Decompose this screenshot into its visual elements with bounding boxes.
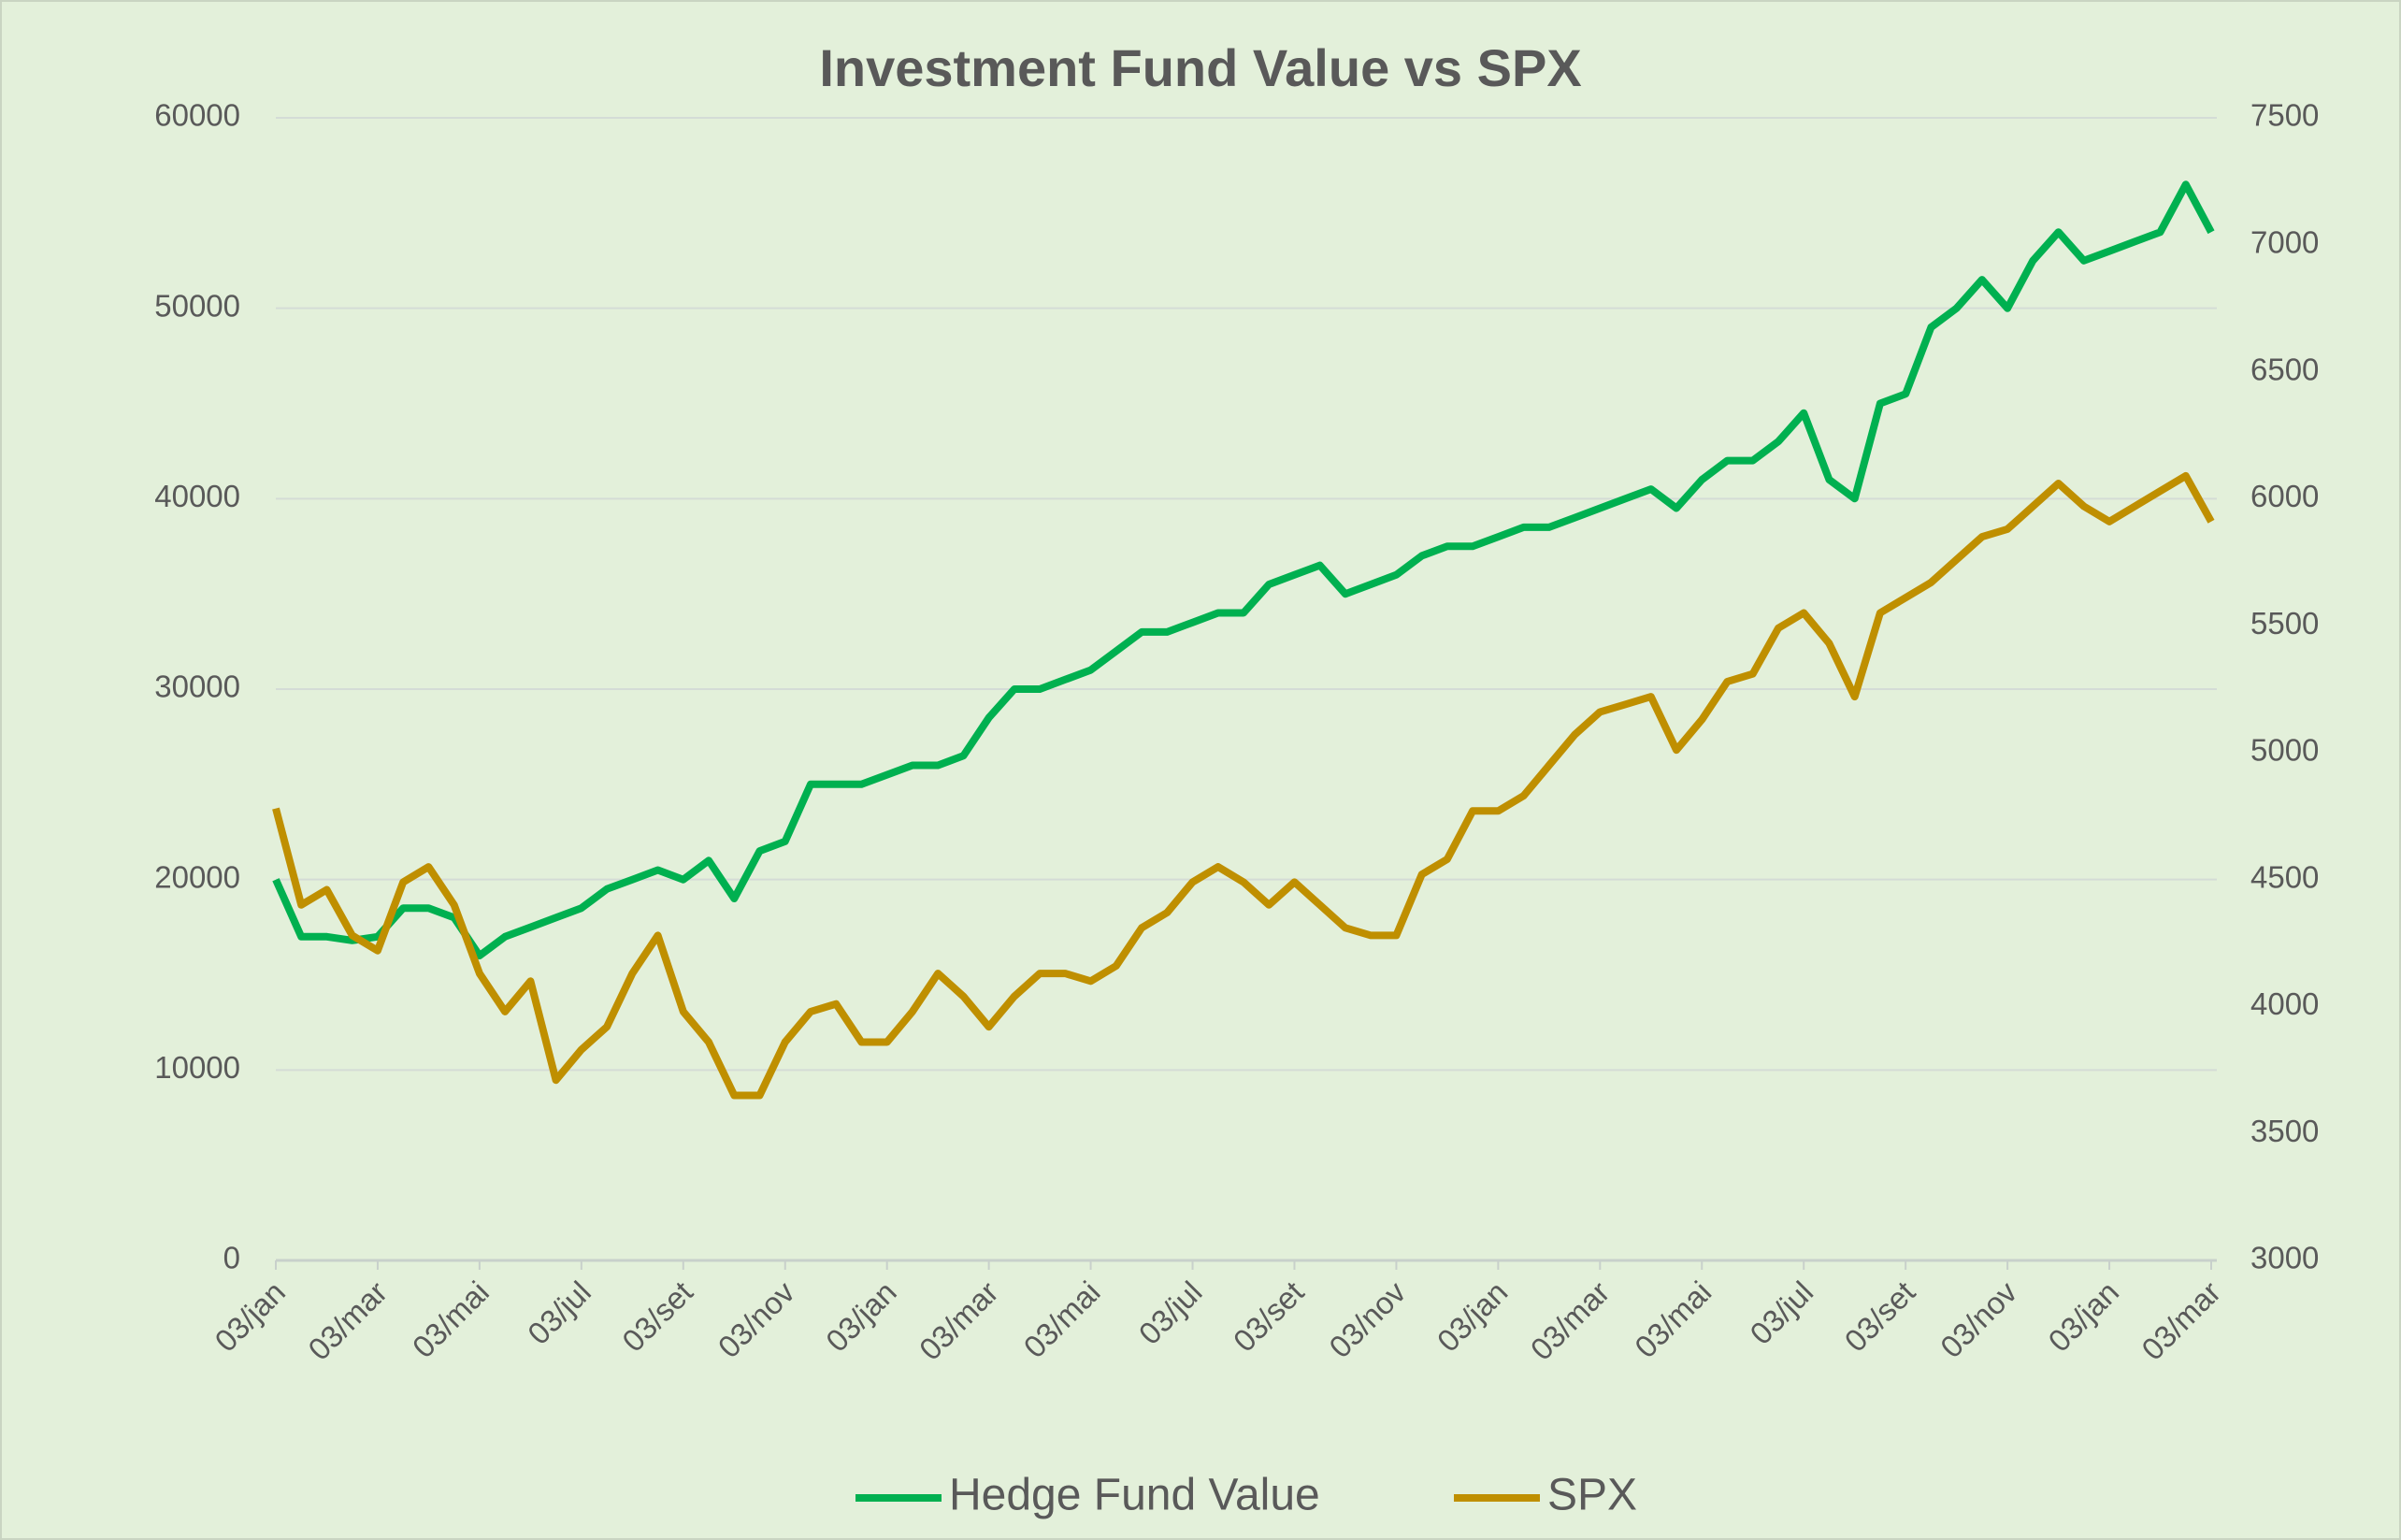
legend-label: SPX <box>1547 1471 1637 1520</box>
y2-tick-label: 3500 <box>2250 1114 2319 1148</box>
y2-tick-label: 7500 <box>2250 98 2319 133</box>
series-line <box>272 471 2215 1100</box>
series-line <box>272 180 2215 960</box>
y2-tick-label: 4000 <box>2250 986 2319 1021</box>
legend-label: Hedge Fund Value <box>949 1471 1320 1520</box>
y-tick-label: 50000 <box>154 288 240 323</box>
y-tick-label: 20000 <box>154 859 240 894</box>
y2-tick-label: 7000 <box>2250 224 2319 259</box>
y-tick-label: 10000 <box>154 1050 240 1085</box>
y-tick-label: 60000 <box>154 98 240 133</box>
y2-tick-label: 4500 <box>2250 859 2319 894</box>
y2-tick-label: 6500 <box>2250 352 2319 386</box>
y2-tick-label: 5500 <box>2250 606 2319 640</box>
y-tick-label: 0 <box>223 1241 240 1275</box>
y-tick-label: 30000 <box>154 669 240 704</box>
y2-tick-label: 5000 <box>2250 733 2319 768</box>
y-tick-label: 40000 <box>154 479 240 513</box>
y2-tick-label: 6000 <box>2250 479 2319 513</box>
y2-tick-label: 3000 <box>2250 1241 2319 1275</box>
chart-title: Investment Fund Value vs SPX <box>819 38 1581 97</box>
